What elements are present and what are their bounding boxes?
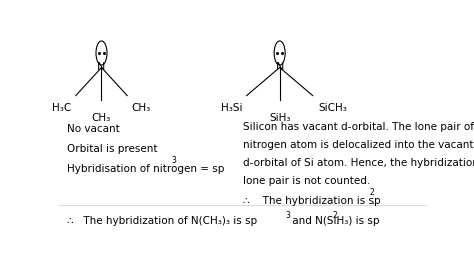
Text: 2: 2 [370, 188, 374, 197]
Text: 3: 3 [171, 156, 176, 165]
Text: ∴    The hybridization is sp: ∴ The hybridization is sp [243, 196, 381, 206]
Text: d-orbital of Si atom. Hence, the hybridization: d-orbital of Si atom. Hence, the hybridi… [243, 158, 474, 168]
Text: .: . [372, 196, 375, 206]
Text: 3: 3 [285, 211, 290, 220]
Text: Orbital is present: Orbital is present [66, 144, 157, 154]
Text: SiCH₃: SiCH₃ [318, 103, 347, 113]
Text: and N(SiH₃) is sp: and N(SiH₃) is sp [289, 216, 379, 226]
Text: SiH₃: SiH₃ [269, 113, 291, 123]
Text: N: N [97, 62, 106, 73]
Text: lone pair is not counted.: lone pair is not counted. [243, 176, 370, 186]
Text: nitrogen atom is delocalized into the vacant: nitrogen atom is delocalized into the va… [243, 140, 474, 150]
Text: H₃C: H₃C [52, 103, 72, 113]
Text: H₃Si: H₃Si [221, 103, 243, 113]
Text: 2: 2 [333, 211, 337, 220]
Text: CH₃: CH₃ [132, 103, 151, 113]
Text: N: N [275, 62, 284, 73]
Text: ∴   The hybridization of N(CH₃)₃ is sp: ∴ The hybridization of N(CH₃)₃ is sp [66, 216, 257, 226]
Text: .: . [336, 216, 339, 226]
Text: Silicon has vacant d-orbital. The lone pair of: Silicon has vacant d-orbital. The lone p… [243, 122, 474, 132]
Text: CH₃: CH₃ [92, 113, 111, 123]
Text: Hybridisation of nitrogen = sp: Hybridisation of nitrogen = sp [66, 164, 224, 174]
Text: No vacant: No vacant [66, 124, 119, 134]
